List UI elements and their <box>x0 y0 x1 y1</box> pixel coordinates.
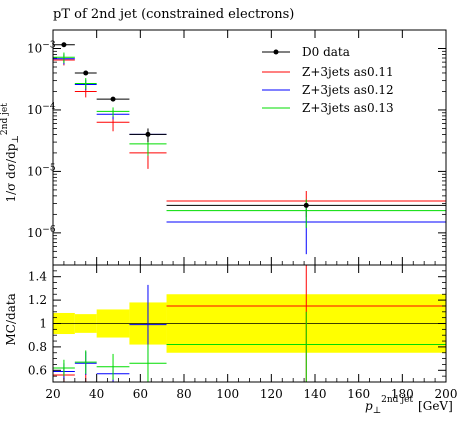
main-panel: 10−310−410−510−6 1/σ dσ/dp⊥2nd jet <box>0 29 447 266</box>
x-axis-label-sup: 2nd jet <box>381 395 413 405</box>
chart-title: pT of 2nd jet (constrained electrons) <box>53 7 294 22</box>
legend-label-as011: Z+3jets as0.11 <box>302 65 394 79</box>
ratio-panel: 0.60.811.21.420 40 60 80 100 120 140 160 180 200 … <box>4 264 458 416</box>
x-tick-label: 180 <box>391 387 414 401</box>
ratio-ticks: 0.6 0.8 1 1.2 1.4 20 40 60 80 100 120 140 160 180 200 <box>28 264 458 401</box>
ratio-y-tick-label: 1.2 <box>28 293 47 307</box>
legend: D0 data Z+3jets as0.11 Z+3jets as0.12 Z+… <box>262 45 394 115</box>
x-tick-label: 20 <box>45 387 60 401</box>
main-y-tick-label: 10−6 <box>27 225 56 240</box>
main-y-tick-exponent: −4 <box>42 102 56 112</box>
legend-item-as012: Z+3jets as0.12 <box>262 83 394 97</box>
main-y-ticks: 10−310−410−510−6 <box>27 29 447 266</box>
x-tick-label: 40 <box>89 387 104 401</box>
main-y-axis-label-sup: 2nd jet <box>0 103 10 135</box>
main-y-tick-exponent: −5 <box>42 163 56 173</box>
x-tick-label: 140 <box>304 387 327 401</box>
legend-label-data: D0 data <box>302 45 350 59</box>
ratio-plot-frame <box>52 264 447 383</box>
main-y-tick-base: 10 <box>27 164 42 178</box>
ratio-y-tick-label: 1 <box>39 317 47 331</box>
legend-label-as013: Z+3jets as0.13 <box>302 101 394 115</box>
x-tick-label: 80 <box>176 387 191 401</box>
legend-item-as011: Z+3jets as0.11 <box>262 65 394 79</box>
ratio-y-tick-label: 1.4 <box>28 270 47 284</box>
legend-item-as013: Z+3jets as0.13 <box>262 101 394 115</box>
data-point <box>83 70 89 76</box>
main-y-axis-label-main: 1/σ dσ/dp <box>4 143 18 202</box>
x-tick-label: 60 <box>133 387 148 401</box>
x-tick-label: 120 <box>260 387 283 401</box>
ratio-y-tick-label: 0.8 <box>28 340 47 354</box>
legend-item-data: D0 data <box>262 45 350 59</box>
main-y-tick-label: 10−4 <box>27 102 56 117</box>
main-y-tick-label: 10−5 <box>27 163 56 178</box>
main-y-tick-base: 10 <box>27 226 42 240</box>
x-tick-label: 160 <box>347 387 370 401</box>
main-data-layer <box>53 42 446 255</box>
main-y-tick-base: 10 <box>27 103 42 117</box>
x-tick-label: 100 <box>216 387 239 401</box>
x-axis-label-sub: ⊥ <box>373 406 381 416</box>
main-y-tick-exponent: −6 <box>42 225 56 235</box>
x-tick-label: 200 <box>435 387 458 401</box>
main-y-tick-label: 10−3 <box>27 40 56 55</box>
ratio-y-tick-label: 0.6 <box>28 363 47 377</box>
ratio-y-axis-label: MC/data <box>4 293 18 345</box>
x-axis-label-main: p <box>365 399 373 413</box>
data-point <box>110 96 116 102</box>
main-y-axis-label: 1/σ dσ/dp⊥2nd jet <box>0 103 21 203</box>
legend-marker-data <box>273 49 279 55</box>
data-point <box>145 131 151 137</box>
data-point <box>303 202 309 208</box>
x-axis-label: p⊥2nd jet [GeV] <box>365 395 453 416</box>
main-y-tick-exponent: −3 <box>42 40 56 50</box>
legend-label-as012: Z+3jets as0.12 <box>302 83 394 97</box>
x-axis-label-unit: [GeV] <box>418 399 453 413</box>
data-point <box>61 42 67 48</box>
main-y-tick-base: 10 <box>27 41 42 55</box>
main-y-axis-label-sub: ⊥ <box>11 135 21 143</box>
